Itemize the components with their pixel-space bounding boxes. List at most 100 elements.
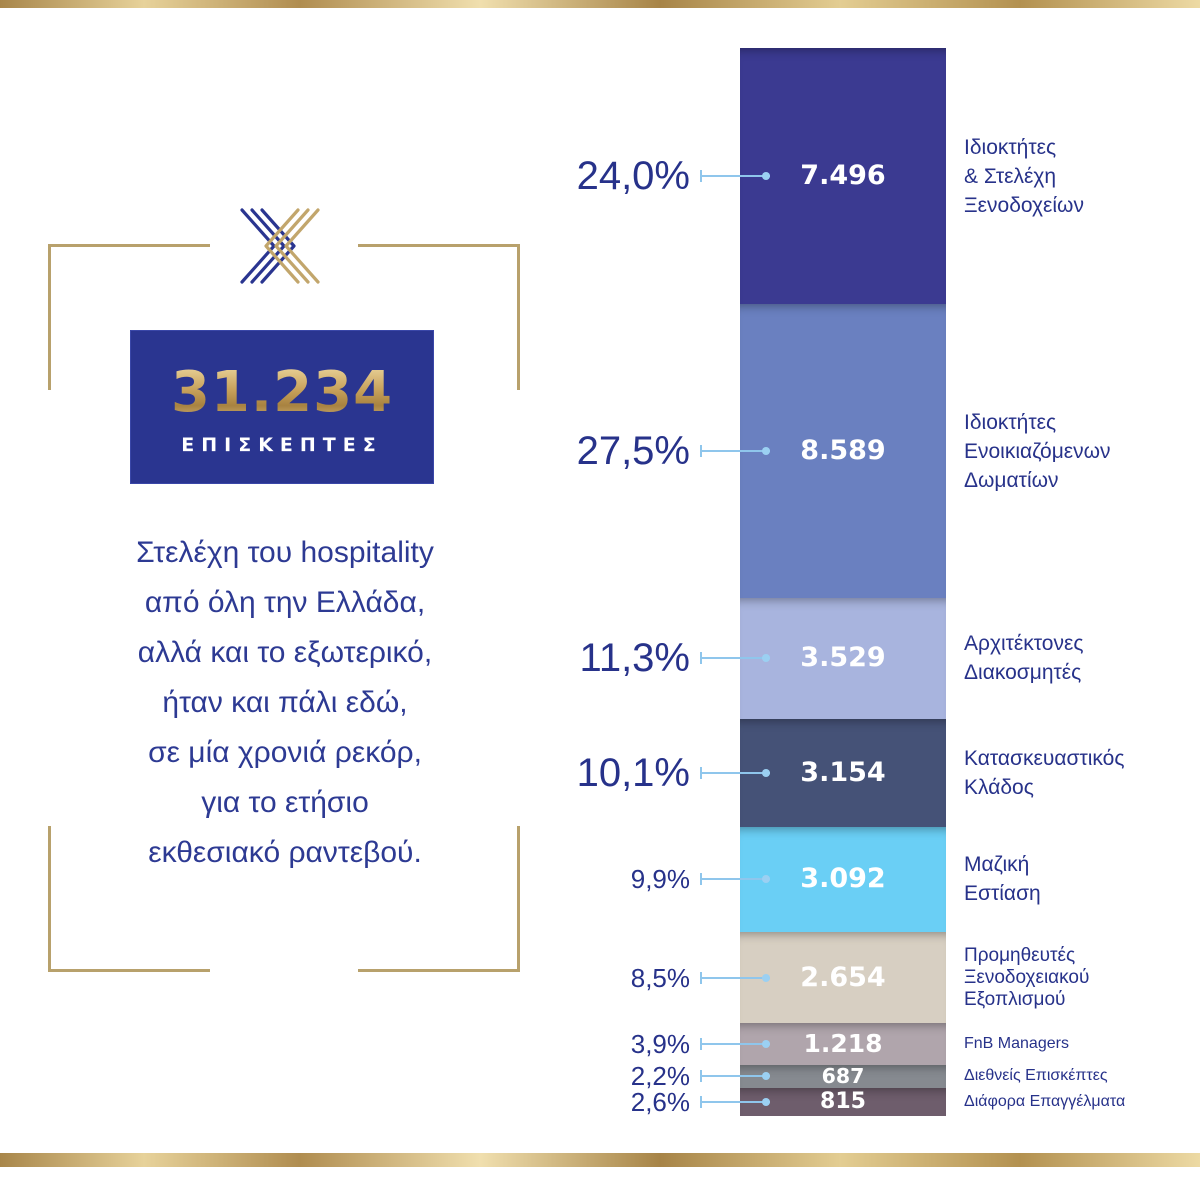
bar-segment-αρχιτέκτονες-διακοσμητές: [740, 598, 946, 720]
connector-tick: [700, 170, 702, 183]
category-label-κατασκευαστικός-κλάδος: Κατασκευαστικός Κλάδος: [964, 744, 1124, 802]
top-gold-border: [0, 0, 1200, 8]
segment-connector-line: [700, 971, 770, 984]
x-chevrons-logo-icon: [240, 208, 320, 284]
segment-percent-label: 11,3%: [579, 636, 690, 681]
connector-dot: [762, 768, 770, 777]
connector-tick: [700, 971, 702, 984]
segment-value-label: 7.496: [800, 160, 886, 192]
segment-value-label: 3.529: [800, 642, 886, 674]
connector-dot: [762, 1098, 770, 1107]
segment-value-label: 687: [821, 1063, 865, 1088]
category-label-line: Διάφορα Επαγγέλματα: [964, 1093, 1126, 1111]
segment-percent-label: 10,1%: [576, 750, 690, 795]
connector-tick: [700, 1070, 702, 1083]
segment-connector-line: [700, 1070, 770, 1083]
description-line: για το ετήσιο: [201, 786, 369, 819]
category-label-ιδιοκτήτες-ενοικιαζόμενων-δωματίων: Ιδιοκτήτες Ενοικιαζόμενων Δωματίων: [964, 408, 1111, 495]
category-label-line: Εστίαση: [964, 882, 1041, 906]
category-label-line: Προμηθευτές: [964, 944, 1076, 966]
category-label-ιδιοκτήτες-στελέχη-ξενοδοχείων: Ιδιοκτήτες & Στελέχη Ξενοδοχείων: [964, 133, 1084, 220]
description-line: ήταν και πάλι εδώ,: [162, 686, 408, 719]
segment-connector-line: [700, 652, 770, 665]
segment-percent-label: 27,5%: [576, 429, 690, 474]
segment-connector-line: [700, 873, 770, 886]
category-label-line: Κατασκευαστικός: [964, 746, 1125, 770]
connector-dot: [762, 654, 770, 663]
connector-tick: [700, 1037, 702, 1050]
segment-percent-label: 9,9%: [630, 864, 690, 895]
connector-dot: [762, 1072, 770, 1081]
total-visitors-value: 31.234: [130, 360, 434, 425]
segment-connector-line: [700, 170, 770, 183]
segment-value-label: 2.654: [800, 961, 886, 993]
segment-percent-label: 2,2%: [630, 1061, 690, 1092]
category-label-line: Διεθνείς Επισκέπτες: [964, 1067, 1108, 1085]
bar-segment-διεθνείς-επισκέπτες: [740, 1064, 946, 1089]
description-line: εκθεσιακό ραντεβού.: [148, 836, 422, 869]
bar-segment-ιδιοκτήτες-στελέχη-ξενοδοχείων: [740, 48, 946, 305]
segment-connector-line: [700, 1037, 770, 1050]
segment-connector-line: [700, 1096, 770, 1109]
connector-tick: [700, 445, 702, 458]
frame-bottom-left: [48, 969, 210, 972]
category-label-μαζική-εστίαση: Μαζική Εστίαση: [964, 850, 1041, 908]
frame-top-left: [48, 244, 210, 247]
category-label-line: Ενοικιαζόμενων: [964, 439, 1111, 463]
frame-left-upper: [48, 244, 51, 390]
segment-connector-line: [700, 445, 770, 458]
category-label-line: Μαζική: [964, 853, 1030, 877]
category-label-line: Αρχιτέκτονες: [964, 632, 1084, 656]
category-label-προμηθευτές-ξενοδοχειακού-εξοπλισμού: Προμηθευτές Ξενοδοχειακού Εξοπλισμού: [964, 945, 1089, 1011]
category-label-line: Ιδιοκτήτες: [964, 135, 1057, 159]
description-line: σε μία χρονιά ρεκόρ,: [148, 736, 422, 769]
visitors-stacked-bar-chart: 7.496 24,0% Ιδιοκτήτες & Στελέχη Ξενοδοχείων…: [540, 0, 1200, 1150]
category-label-line: Διακοσμητές: [964, 661, 1082, 685]
segment-value-label: 8.589: [800, 435, 886, 467]
category-label-line: Εξοπλισμού: [964, 988, 1066, 1010]
connector-tick: [700, 1096, 702, 1109]
segment-value-label: 3.154: [800, 756, 886, 788]
category-label-line: FnB Managers: [964, 1034, 1069, 1052]
frame-left-lower: [48, 826, 51, 972]
segment-value-label: 815: [820, 1088, 866, 1114]
connector-dot: [762, 172, 770, 181]
connector-dot: [762, 1039, 770, 1048]
connector-tick: [700, 873, 702, 886]
bar-segment-διάφορα-επαγγέλματα: [740, 1088, 946, 1117]
segment-percent-label: 8,5%: [630, 962, 690, 993]
connector-tick: [700, 766, 702, 779]
category-label-line: Κλάδος: [964, 775, 1034, 799]
category-label-διεθνείς-επισκέπτες: Διεθνείς Επισκέπτες: [964, 1067, 1108, 1085]
description-line: αλλά και το εξωτερικό,: [137, 636, 433, 669]
frame-right-lower: [517, 826, 520, 972]
category-label-fnb-managers: FnB Managers: [964, 1035, 1069, 1053]
total-visitors-label: ΕΠΙΣΚΕΠΤΕΣ: [181, 434, 383, 456]
segment-percent-label: 3,9%: [630, 1028, 690, 1059]
segment-percent-label: 24,0%: [576, 154, 690, 199]
category-label-αρχιτέκτονες-διακοσμητές: Αρχιτέκτονες Διακοσμητές: [964, 629, 1083, 687]
category-label-line: Ξενοδοχείων: [964, 193, 1084, 217]
segment-value-label: 1.218: [803, 1028, 883, 1058]
bar-segment-μαζική-εστίαση: [740, 826, 946, 933]
frame-top-right: [358, 244, 520, 247]
category-label-διάφορα-επαγγέλματα: Διάφορα Επαγγέλματα: [964, 1093, 1125, 1111]
category-label-line: Δωματίων: [964, 468, 1059, 492]
bar-segment-προμηθευτές-ξενοδοχειακού-εξοπλισμού: [740, 932, 946, 1024]
description-line: από όλη την Ελλάδα,: [144, 586, 426, 619]
description-line: Στελέχη του hospitality: [136, 536, 434, 569]
bottom-gold-border: [0, 1153, 1200, 1167]
connector-tick: [700, 652, 702, 665]
segment-value-label: 3.092: [800, 863, 886, 895]
bar-segment-κατασκευαστικός-κλάδος: [740, 718, 946, 827]
category-label-line: & Στελέχη: [964, 164, 1057, 188]
frame-right-upper: [517, 244, 520, 390]
connector-dot: [762, 447, 770, 456]
frame-bottom-right: [358, 969, 520, 972]
segment-connector-line: [700, 766, 770, 779]
category-label-line: Ξενοδοχειακού: [964, 966, 1090, 988]
bar-segment-ιδιοκτήτες-ενοικιαζόμενων-δωματίων: [740, 304, 946, 599]
bar-segment-fnb-managers: [740, 1022, 946, 1066]
description-text: Στελέχη του hospitality από όλη την Ελλά…: [60, 528, 510, 878]
connector-dot: [762, 973, 770, 982]
